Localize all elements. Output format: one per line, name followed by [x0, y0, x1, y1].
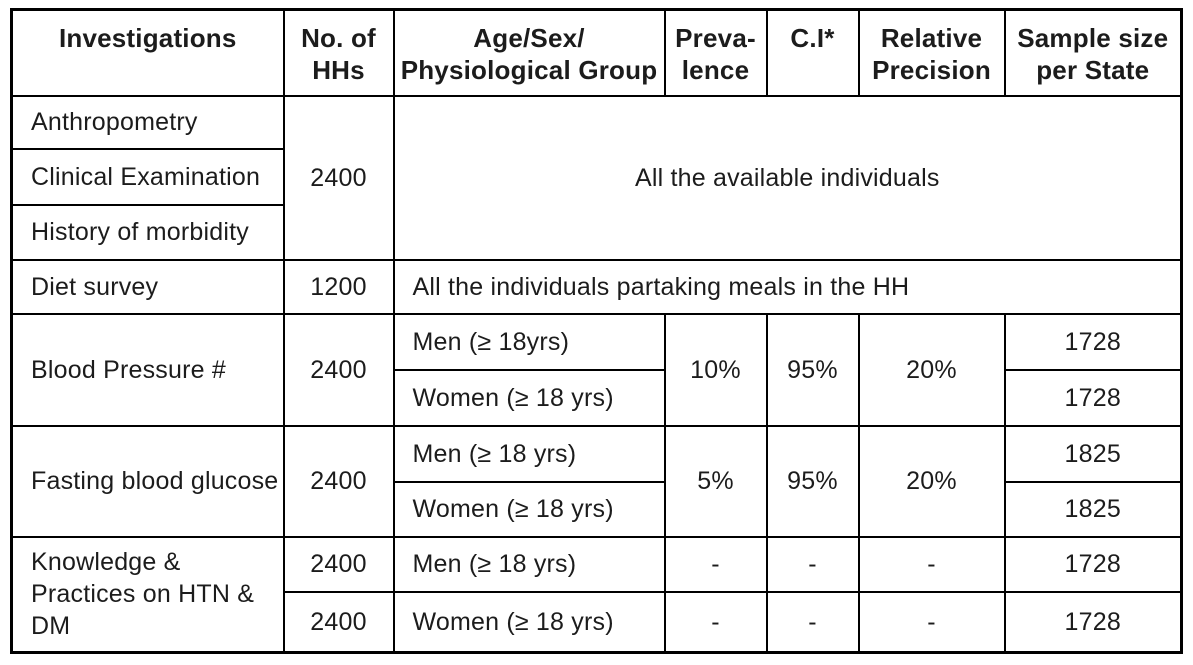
cell-investigation-fasting-glucose: Fasting blood glucose: [10, 424, 285, 538]
table-row-fasting-glucose-women: Women (≥ 18 yrs) 1825: [12, 480, 1183, 538]
cell-kp-ci-women: -: [765, 590, 860, 654]
cell-fbg-sample-women: 1825: [1003, 480, 1183, 538]
cell-fbg-sample-men: 1825: [1003, 424, 1183, 483]
cell-kp-prevalence-women: -: [663, 590, 768, 654]
header-cell-no-of-hhs: No. of HHs: [282, 8, 395, 97]
cell-investigation-diet-survey: Diet survey: [10, 258, 285, 315]
header-cell-sample-size: Sample size per State: [1003, 8, 1183, 97]
table-row-clinical-examination: Clinical Examination: [10, 147, 1182, 206]
cell-kp-sample-men: 1728: [1003, 535, 1183, 593]
cell-investigation-anthropometry: Anthropometry: [10, 94, 285, 150]
cell-fbg-hhs: 2400: [282, 424, 395, 538]
table-row-fasting-glucose-men: Fasting blood glucose 2400 Men (≥ 18 yrs…: [10, 424, 1183, 538]
table-row-anthropometry: Anthropometry 2400 All the available ind…: [10, 94, 1183, 261]
header-cell-ci: C.I*: [765, 8, 860, 97]
cell-kp-prevalence-men: -: [663, 535, 768, 593]
header-cell-age-sex-group: Age/Sex/ Physiological Group: [392, 8, 666, 97]
cell-investigation-history-of-morbidity: History of morbidity: [10, 203, 285, 261]
cell-diet-group: All the individuals partaking meals in t…: [392, 258, 1183, 315]
table-row-history-of-morbidity: History of morbidity: [10, 203, 1182, 261]
table-row-blood-pressure-women: Women (≥ 18 yrs) 1728: [12, 368, 1183, 427]
header-cell-relative-precision: Relative Precision: [857, 8, 1006, 97]
cell-kp-ci-men: -: [765, 535, 860, 593]
cell-anthro-block-group: All the available individuals: [392, 94, 1183, 261]
cell-investigation-knowledge-practices: Knowledge & Practices on HTN & DM: [10, 535, 285, 654]
cell-bp-group-men: Men (≥ 18yrs): [392, 312, 666, 371]
table-row-knowledge-practices-men: Knowledge & Practices on HTN & DM 2400 M…: [10, 535, 1183, 654]
cell-bp-sample-men: 1728: [1003, 312, 1183, 371]
table-row-diet-survey: Diet survey 1200 All the individuals par…: [10, 258, 1183, 315]
cell-investigation-blood-pressure: Blood Pressure #: [10, 312, 285, 427]
cell-kp-relative-precision-men: -: [857, 535, 1006, 593]
cell-anthro-block-hhs: 2400: [282, 94, 395, 261]
cell-bp-sample-women: 1728: [1003, 368, 1183, 427]
cell-kp-hhs-men: 2400: [282, 535, 395, 593]
cell-bp-ci: 95%: [765, 312, 860, 427]
cell-fbg-prevalence: 5%: [663, 424, 768, 538]
table-header-row: Investigations No. of HHs Age/Sex/ Physi…: [10, 8, 1183, 97]
cell-fbg-group-men: Men (≥ 18 yrs): [392, 424, 666, 483]
cell-investigation-clinical-examination: Clinical Examination: [10, 147, 285, 206]
cell-fbg-relative-precision: 20%: [857, 424, 1006, 538]
cell-kp-sample-women: 1728: [1003, 590, 1183, 654]
header-cell-prevalence: Preva- lence: [663, 8, 768, 97]
cell-kp-hhs-women: 2400: [282, 590, 395, 654]
cell-bp-group-women: Women (≥ 18 yrs): [392, 368, 666, 427]
sampling-plan-table: Investigations No. of HHs Age/Sex/ Physi…: [10, 8, 1183, 654]
cell-bp-hhs: 2400: [282, 312, 395, 427]
cell-fbg-ci: 95%: [765, 424, 860, 538]
table-row-blood-pressure-men: Blood Pressure # 2400 Men (≥ 18yrs) 10% …: [10, 312, 1183, 427]
cell-bp-prevalence: 10%: [663, 312, 768, 427]
table-row-knowledge-practices-women: 2400 Women (≥ 18 yrs) - - - 1728: [12, 590, 1183, 654]
cell-diet-hhs: 1200: [282, 258, 395, 315]
header-cell-investigations: Investigations: [10, 8, 285, 97]
cell-kp-relative-precision-women: -: [857, 590, 1006, 654]
cell-kp-group-men: Men (≥ 18 yrs): [392, 535, 666, 593]
cell-fbg-group-women: Women (≥ 18 yrs): [392, 480, 666, 538]
cell-bp-relative-precision: 20%: [857, 312, 1006, 427]
cell-kp-group-women: Women (≥ 18 yrs): [392, 590, 666, 654]
